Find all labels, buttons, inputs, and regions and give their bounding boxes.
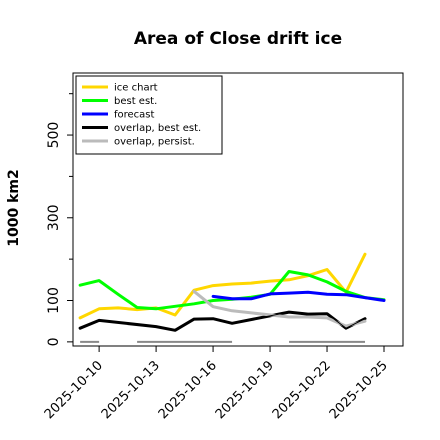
x-tick-label-2025-10-13: 2025-10-13	[99, 358, 163, 422]
x-tick-label-2025-10-16: 2025-10-16	[156, 358, 220, 422]
series-line-forecast	[211, 290, 386, 302]
legend-label-ice-chart: ice chart	[114, 83, 158, 94]
x-tick-label-2025-10-22: 2025-10-22	[270, 358, 334, 422]
series-line-overlap-persist	[192, 289, 367, 328]
y-tick-label-100: 100	[46, 287, 62, 314]
y-axis-label: 1000 km2	[6, 169, 22, 246]
chart-title: Area of Close drift ice	[134, 29, 342, 49]
series-layer	[78, 252, 386, 332]
x-tick-label-2025-10-19: 2025-10-19	[213, 358, 277, 422]
y-tick-label-0: 0	[46, 337, 62, 346]
x-tick-label-2025-10-10: 2025-10-10	[42, 358, 106, 422]
series-line-ice-chart	[78, 252, 367, 320]
series-connector-overlap-best-est	[79, 311, 366, 331]
x-tick-label-2025-10-25: 2025-10-25	[327, 358, 391, 422]
plot-frame	[72, 72, 404, 347]
series-line-best-est	[78, 270, 386, 311]
y-tick-label-500: 500	[46, 122, 62, 149]
y-tick-label-300: 300	[46, 204, 62, 231]
legend-label-forecast: forecast	[114, 110, 155, 121]
legend-label-best-est: best est.	[114, 96, 157, 107]
x-axis: 2025-10-102025-10-132025-10-162025-10-19…	[42, 346, 391, 422]
legend: ice chart best est. forecast overlap, best …	[75, 75, 223, 155]
y-axis: 0 100 300 500	[46, 93, 73, 346]
legend-label-overlap-persist: overlap, persist.	[114, 137, 195, 148]
legend-label-overlap-best-est: overlap, best est.	[114, 123, 201, 134]
